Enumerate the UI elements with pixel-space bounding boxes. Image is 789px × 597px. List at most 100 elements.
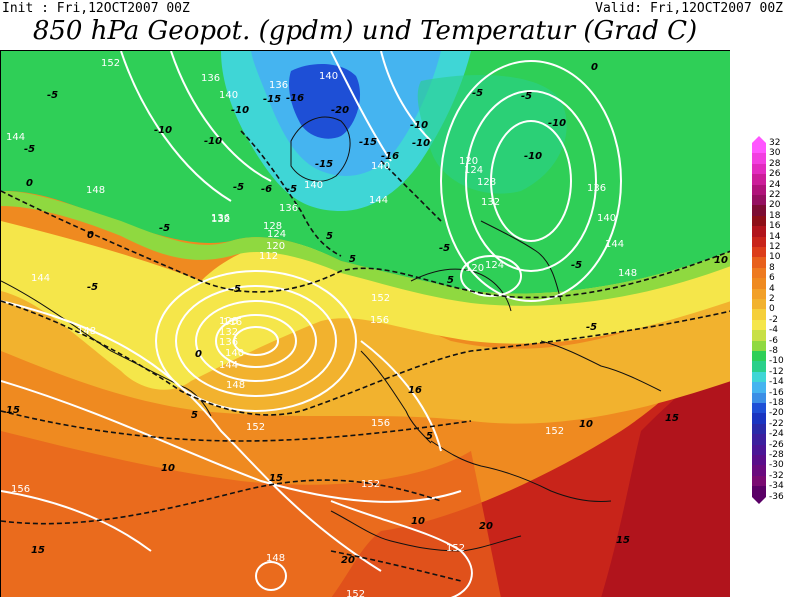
geo-label: 140 xyxy=(371,161,390,172)
geo-label: 136 xyxy=(201,73,220,84)
geo-label: 152 xyxy=(446,543,465,554)
temp-label: -5 xyxy=(571,260,582,271)
colorbar-level-label: 18 xyxy=(769,210,781,221)
colorbar-level-label: 24 xyxy=(769,179,781,190)
colorbar-level-label: 0 xyxy=(769,304,775,315)
colorbar-level-label: -2 xyxy=(769,314,778,325)
geo-label: 152 xyxy=(545,426,564,437)
colorbar-level-label: 4 xyxy=(769,283,775,294)
colorbar-level-label: -20 xyxy=(769,408,784,419)
temp-label: -5 xyxy=(586,322,597,333)
colorbar-level-label: -30 xyxy=(769,460,784,471)
geo-label: 136 xyxy=(269,80,288,91)
init-time: Init : Fri,12OCT2007 00Z xyxy=(2,1,190,16)
temp-label: 10 xyxy=(161,463,175,474)
temp-label: 15 xyxy=(616,535,630,546)
temp-label: -5 xyxy=(233,182,244,193)
temp-label: 10 xyxy=(411,516,425,527)
colorbar-segment xyxy=(752,195,766,206)
colorbar-segment xyxy=(752,215,766,227)
colorbar-level-label: -14 xyxy=(769,377,784,388)
geo-label: 144 xyxy=(219,360,238,371)
colorbar-segment xyxy=(752,465,766,476)
colorbar-level-label: 30 xyxy=(769,148,781,159)
colorbar-level-label: 22 xyxy=(769,190,781,200)
temp-label: 20 xyxy=(479,521,493,532)
colorbar-segment xyxy=(752,236,766,247)
colorbar-segment xyxy=(752,184,766,195)
header-bar: Init : Fri,12OCT2007 00Z Valid: Fri,12OC… xyxy=(0,0,789,18)
temp-label: 5 xyxy=(191,410,198,421)
temp-label: -10 xyxy=(154,125,172,136)
geo-label: 140 xyxy=(304,180,323,191)
colorbar-level-label: -6 xyxy=(769,335,778,346)
colorbar-level-label: -22 xyxy=(769,418,784,429)
colorbar-level-label: 32 xyxy=(769,138,781,148)
colorbar-segment xyxy=(752,278,766,289)
colorbar-segment xyxy=(752,226,766,237)
temp-label: -5 xyxy=(159,223,170,234)
colorbar-level-label: 28 xyxy=(769,158,781,169)
temp-label: -10 xyxy=(548,118,566,129)
colorbar-segment xyxy=(752,309,766,320)
geo-label: 152 xyxy=(101,58,120,69)
hot-region-east xyxy=(601,351,730,597)
colorbar-segment xyxy=(752,267,766,279)
colorbar-level-label: -4 xyxy=(769,325,778,336)
geo-label: 120 xyxy=(465,263,484,274)
colorbar-segment xyxy=(752,299,766,310)
temp-label: 15 xyxy=(31,545,45,556)
colorbar-level-label: -36 xyxy=(769,491,784,502)
green-cold-patch-ne xyxy=(417,75,567,194)
geo-label: 132 xyxy=(481,197,500,208)
temperature-isotherms xyxy=(1,130,730,582)
colorbar-segment xyxy=(752,143,766,154)
geo-label: 156 xyxy=(370,315,389,326)
colorbar-level-label: -18 xyxy=(769,398,784,408)
geo-label: 140 xyxy=(597,213,616,224)
colorbar-level-label: 26 xyxy=(769,169,781,180)
temp-label: -16 xyxy=(286,93,304,104)
colorbar-level-label: -34 xyxy=(769,481,784,492)
geo-label: 148 xyxy=(77,326,96,337)
geo-label: 144 xyxy=(31,273,50,284)
geo-label: 156 xyxy=(11,484,30,495)
temp-label: -5 xyxy=(24,144,35,155)
colorbar-segment xyxy=(752,361,766,372)
colorbar-segment xyxy=(752,330,766,341)
temp-label: 20 xyxy=(341,555,355,566)
colorbar-segment xyxy=(752,444,766,455)
temp-label: -20 xyxy=(331,105,349,116)
geo-label: 144 xyxy=(6,132,25,143)
geo-label: 152 xyxy=(361,479,380,490)
temp-label: 16 xyxy=(408,385,422,396)
temp-label: 5 xyxy=(234,284,241,295)
geo-label: 132 xyxy=(211,214,230,225)
temp-label: -10 xyxy=(524,151,542,162)
colorbar-segment xyxy=(752,382,766,393)
colorbar-segment xyxy=(752,319,766,331)
colorbar-segment xyxy=(752,205,766,216)
geopotential-labels: 152 136 140 140 136 136 144 148 132 136 … xyxy=(6,58,637,597)
colorbar-segment xyxy=(752,288,766,299)
colorbar-level-label: -16 xyxy=(769,387,784,398)
geo-label: 124 xyxy=(267,229,286,240)
geo-label: 152 xyxy=(346,589,365,597)
geo-label: 128 xyxy=(219,316,238,327)
temp-label: -5 xyxy=(47,90,58,101)
colorbar-level-label: 6 xyxy=(769,273,775,284)
temp-label: -10 xyxy=(410,120,428,131)
temp-label: -10 xyxy=(412,138,430,149)
temp-label: -5 xyxy=(472,88,483,99)
colorbar-segment xyxy=(752,371,766,383)
geo-label: 144 xyxy=(369,195,388,206)
temp-label: -5 xyxy=(521,91,532,102)
geo-label: 148 xyxy=(618,268,637,279)
colorbar-level-label: 20 xyxy=(769,200,781,211)
geo-label: 136 xyxy=(587,183,606,194)
geo-label: 116 xyxy=(223,317,242,328)
geo-label: 148 xyxy=(86,185,105,196)
colorbar-segment xyxy=(752,163,766,175)
colorbar-level-label: -26 xyxy=(769,439,784,450)
temp-label: 5 xyxy=(349,254,356,265)
